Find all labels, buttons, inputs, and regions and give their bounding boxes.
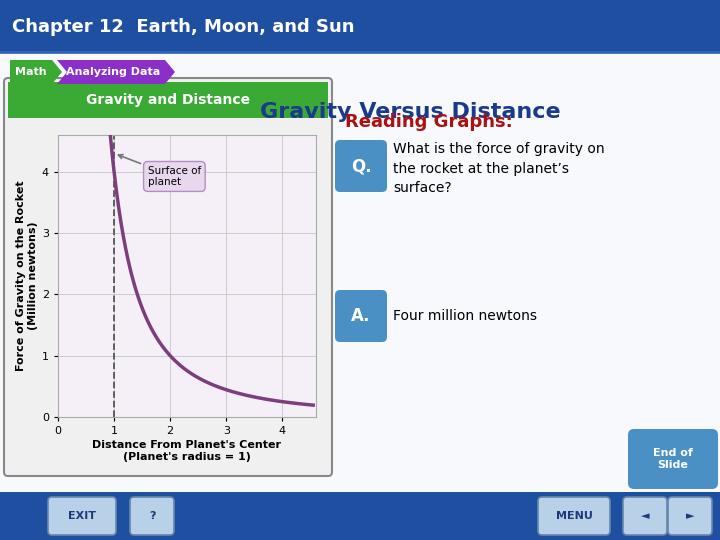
FancyBboxPatch shape [0, 48, 720, 497]
Polygon shape [57, 60, 175, 84]
FancyBboxPatch shape [623, 497, 667, 535]
Polygon shape [10, 60, 62, 84]
FancyBboxPatch shape [335, 140, 387, 192]
FancyBboxPatch shape [0, 492, 720, 540]
Text: What is the force of gravity on
the rocket at the planet’s
surface?: What is the force of gravity on the rock… [393, 142, 605, 195]
Text: ?: ? [149, 511, 156, 521]
FancyBboxPatch shape [8, 82, 328, 118]
Text: Chapter 12  Earth, Moon, and Sun: Chapter 12 Earth, Moon, and Sun [12, 18, 354, 36]
Text: MENU: MENU [556, 511, 593, 521]
Text: Gravity Versus Distance: Gravity Versus Distance [260, 102, 560, 122]
FancyBboxPatch shape [538, 497, 610, 535]
Text: Reading Graphs:: Reading Graphs: [345, 113, 513, 131]
FancyBboxPatch shape [130, 497, 174, 535]
Text: Q.: Q. [351, 157, 372, 175]
Text: ►: ► [685, 511, 694, 521]
Text: ◄: ◄ [641, 511, 649, 521]
Text: Math: Math [15, 67, 47, 77]
FancyBboxPatch shape [0, 0, 720, 52]
FancyBboxPatch shape [628, 429, 718, 489]
Text: End of
Slide: End of Slide [653, 448, 693, 470]
FancyBboxPatch shape [48, 497, 116, 535]
Text: Four million newtons: Four million newtons [393, 309, 537, 323]
Text: Surface of
planet: Surface of planet [118, 154, 201, 187]
FancyBboxPatch shape [4, 78, 332, 476]
Text: EXIT: EXIT [68, 511, 96, 521]
FancyBboxPatch shape [668, 497, 712, 535]
Text: A.: A. [351, 307, 371, 325]
Text: Gravity and Distance: Gravity and Distance [86, 93, 250, 107]
FancyBboxPatch shape [335, 290, 387, 342]
Text: Analyzing Data: Analyzing Data [66, 67, 160, 77]
X-axis label: Distance From Planet's Center
(Planet's radius = 1): Distance From Planet's Center (Planet's … [92, 440, 282, 462]
Y-axis label: Force of Gravity on the Rocket
(Million newtons): Force of Gravity on the Rocket (Million … [16, 181, 37, 372]
